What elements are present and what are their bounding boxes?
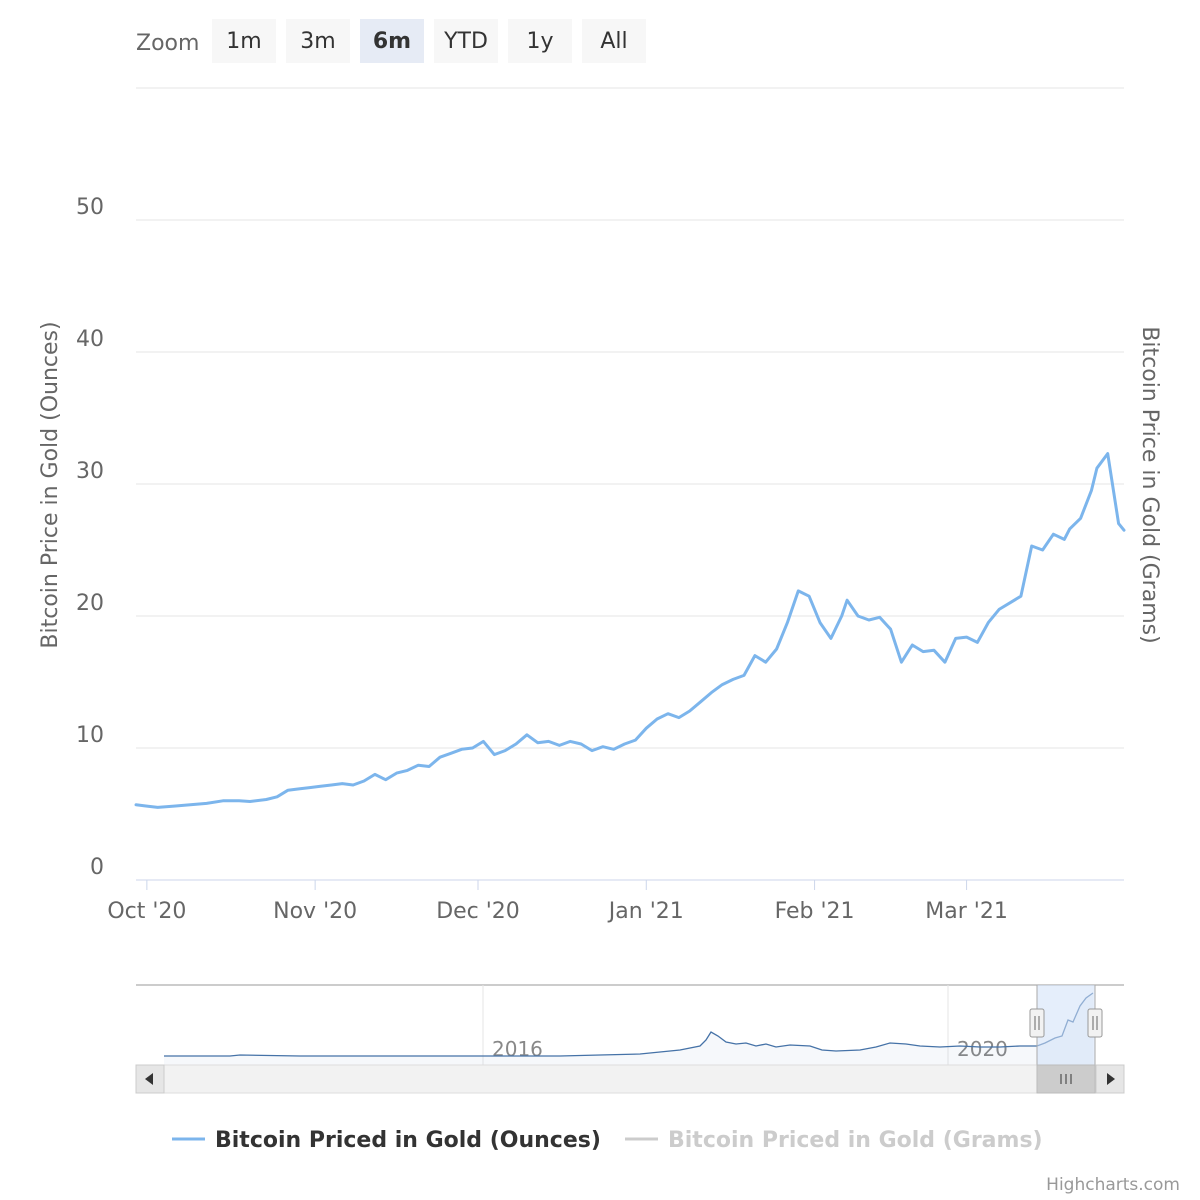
navigator-series-area	[164, 993, 1093, 1065]
legend-item-ounces[interactable]: Bitcoin Priced in Gold (Ounces)	[172, 1128, 601, 1153]
y-tick-label: 20	[76, 591, 104, 616]
y-axis-title-left: Bitcoin Price in Gold (Ounces)	[38, 321, 63, 648]
zoom-button-ytd[interactable]: YTD	[434, 19, 498, 63]
credits-link[interactable]: Highcharts.com	[1046, 1175, 1180, 1195]
y-axis-title-right: Bitcoin Price in Gold (Grams)	[1137, 326, 1162, 643]
zoom-button-label: 6m	[373, 29, 411, 54]
zoom-button-all[interactable]: All	[582, 19, 646, 63]
zoom-label: Zoom	[136, 31, 199, 56]
scroll-left-button[interactable]	[135, 1064, 165, 1094]
zoom-button-label: All	[600, 29, 627, 54]
scrollbar[interactable]	[135, 1064, 1125, 1094]
scroll-right-button[interactable]	[1095, 1064, 1125, 1094]
y-tick-label: 10	[76, 723, 104, 748]
navigator-handle-left[interactable]	[1029, 1008, 1045, 1038]
zoom-button-label: YTD	[443, 29, 488, 54]
grip-icon	[1060, 1074, 1072, 1084]
arrow-left-icon	[145, 1073, 153, 1085]
navigator-handle-right[interactable]	[1087, 1008, 1103, 1038]
zoom-buttons: 1m 3m 6m YTD 1y All	[212, 19, 646, 63]
y-axis-ticks: 0 10 20 30 40 50	[76, 195, 104, 880]
x-tick-label: Oct '20	[107, 899, 186, 924]
legend-item-grams[interactable]: Bitcoin Priced in Gold (Grams)	[625, 1128, 1043, 1153]
x-tick-label: Jan '21	[607, 899, 684, 924]
legend: Bitcoin Priced in Gold (Ounces) Bitcoin …	[172, 1128, 1043, 1153]
navigator[interactable]: 2016 2020	[136, 984, 1124, 1065]
x-axis: Oct '20 Nov '20 Dec '20 Jan '21 Feb '21 Mar '…	[107, 879, 1124, 924]
scrollbar-track[interactable]	[135, 1064, 1125, 1094]
navigator-year-2020: 2020	[957, 1037, 1008, 1061]
range-selector: Zoom 1m 3m 6m YTD 1y All	[136, 19, 646, 63]
y-tick-label: 30	[76, 459, 104, 484]
zoom-button-1m[interactable]: 1m	[212, 19, 276, 63]
x-tick-label: Feb '21	[775, 899, 855, 924]
navigator-selected-range[interactable]	[1037, 985, 1095, 1065]
legend-label-grams: Bitcoin Priced in Gold (Grams)	[668, 1128, 1043, 1153]
legend-label-ounces: Bitcoin Priced in Gold (Ounces)	[215, 1128, 601, 1153]
y-tick-label: 50	[76, 195, 104, 220]
scrollbar-thumb[interactable]	[1036, 1064, 1096, 1094]
arrow-right-icon	[1107, 1073, 1115, 1085]
y-tick-label: 0	[90, 855, 104, 880]
navigator-year-2016: 2016	[492, 1037, 543, 1061]
zoom-button-label: 1y	[526, 29, 553, 54]
gridlines	[136, 87, 1124, 749]
zoom-button-1y[interactable]: 1y	[508, 19, 572, 63]
navigator-series-line	[164, 992, 1094, 1057]
zoom-button-6m[interactable]: 6m	[360, 19, 424, 63]
zoom-button-3m[interactable]: 3m	[286, 19, 350, 63]
zoom-button-label: 3m	[300, 29, 335, 54]
x-tick-label: Mar '21	[925, 899, 1008, 924]
series-line-ounces[interactable]	[134, 452, 1126, 809]
x-tick-label: Nov '20	[273, 899, 357, 924]
y-tick-label: 40	[76, 327, 104, 352]
zoom-button-label: 1m	[226, 29, 261, 54]
plot-area: 0 10 20 30 40 50 Oct '20 Nov '20 Dec '20 Jan '21…	[76, 87, 1126, 924]
x-tick-label: Dec '20	[436, 899, 520, 924]
